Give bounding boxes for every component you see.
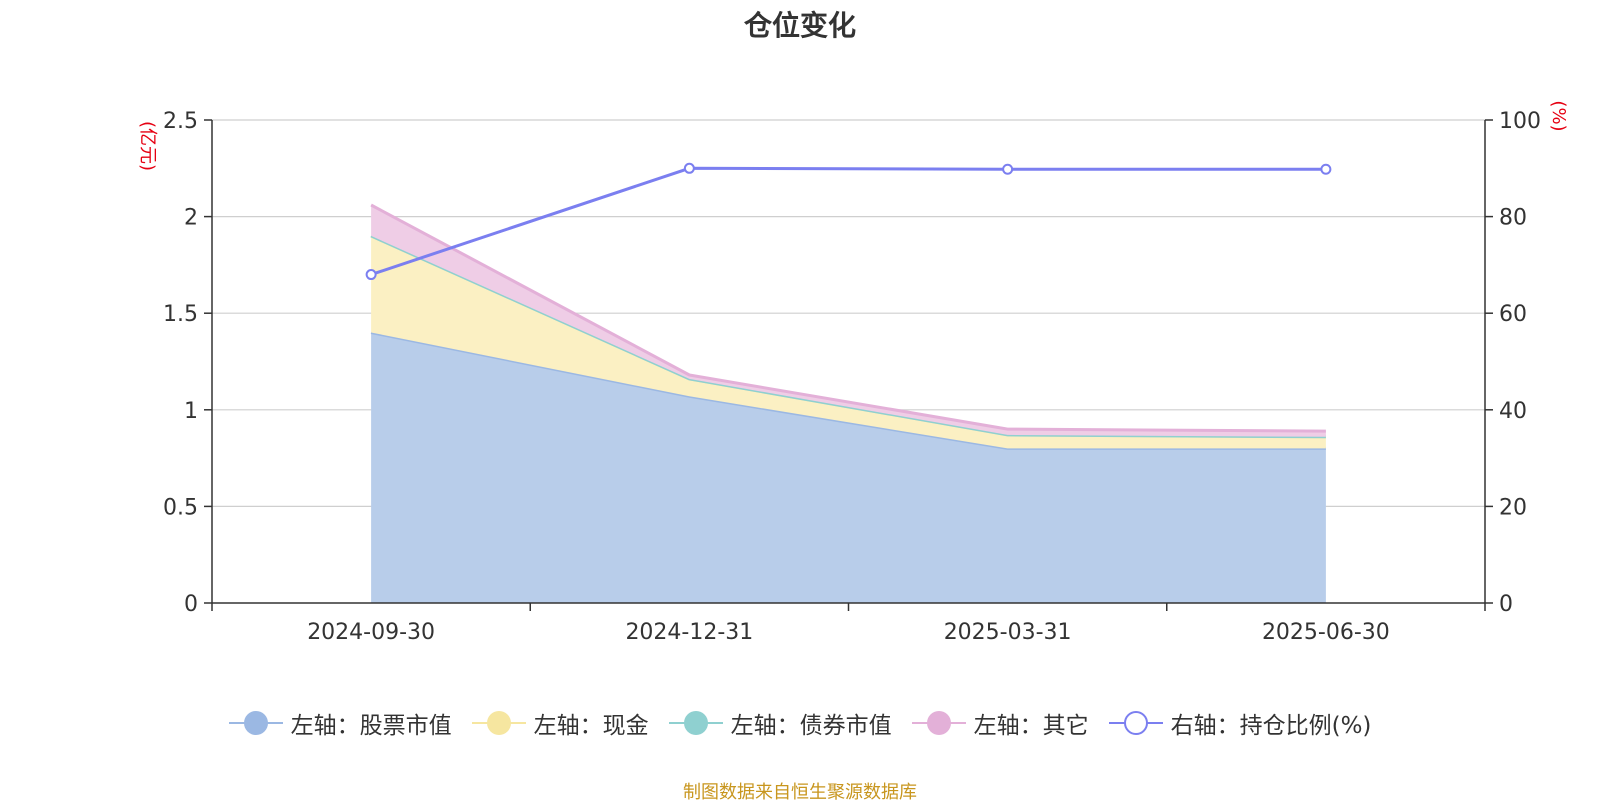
legend-swatch-icon [471,708,526,738]
right-axis-unit: (%) [1548,100,1569,131]
right-axis-tick-label: 20 [1499,495,1527,520]
ratio-point [1320,163,1332,175]
x-axis-tick-label: 2024-12-31 [625,620,753,645]
right-axis-tick-label: 0 [1499,592,1513,617]
left-axis-unit: (亿元) [137,121,158,171]
left-axis-tick-label: 1.5 [163,302,198,327]
x-axis-tick-label: 2024-09-30 [307,620,435,645]
ratio-line-series [365,162,1332,281]
chart-title: 仓位变化 [743,9,856,42]
ratio-line [370,166,1326,277]
legend-swatch-icon [668,708,723,738]
legend-label: 左轴：其它 [973,713,1089,739]
legend-item[interactable]: 左轴：债券市值 [668,706,892,740]
area-series [370,203,1326,603]
legend-item[interactable]: 左轴：现金 [471,706,649,740]
right-axis-tick-label: 40 [1499,399,1527,424]
legend: 左轴：股票市值 左轴：现金 左轴：债券市值 左轴：其它 右轴：持仓比例(%) [0,706,1600,740]
area-edge-line [370,203,1326,433]
area-1 [371,235,1326,449]
legend-swatch-icon [911,708,966,738]
legend-label: 左轴：现金 [533,713,649,739]
legend-item[interactable]: 右轴：持仓比例(%) [1108,706,1372,740]
legend-item[interactable]: 左轴：其它 [911,706,1089,740]
left-axis-tick-label: 1 [184,399,198,424]
left-axis-tick-label: 2.5 [163,109,198,134]
x-axis-tick-label: 2025-03-31 [944,620,1072,645]
legend-swatch-icon [1108,708,1163,738]
area-3 [371,205,1326,437]
legend-label: 左轴：债券市值 [730,713,892,739]
ratio-point [365,269,377,281]
right-axis-tick-label: 80 [1499,206,1527,231]
left-axis-tick-label: 0 [184,592,198,617]
source-note: 制图数据来自恒生聚源数据库 [683,782,917,803]
left-axis-tick-label: 0.5 [163,495,198,520]
legend-label: 右轴：持仓比例(%) [1170,713,1372,739]
ratio-point [683,162,695,174]
area-0 [371,332,1326,603]
tick-labels: 0 0.5 1 1.5 2 2.5 0 20 40 60 80 100 2024-09-30 2024-1… [163,109,1541,645]
axes [204,119,1493,611]
ratio-point [1002,163,1014,175]
left-axis-tick-label: 2 [184,206,198,231]
right-axis-tick-label: 100 [1499,109,1541,134]
x-axis-tick-label: 2025-06-30 [1262,620,1390,645]
legend-swatch-icon [228,708,283,738]
legend-label: 左轴：股票市值 [290,713,452,739]
right-axis-tick-label: 60 [1499,302,1527,327]
legend-item[interactable]: 左轴：股票市值 [228,706,452,740]
